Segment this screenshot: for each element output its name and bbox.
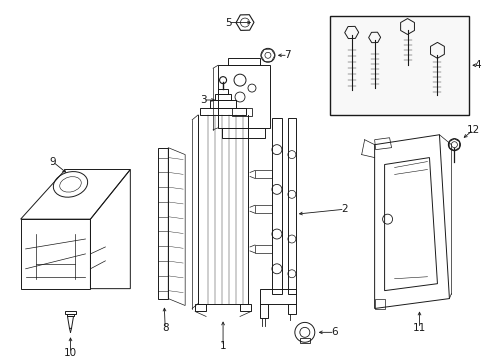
Text: 9: 9 [49,157,56,167]
Text: 12: 12 [466,125,479,135]
Text: 1: 1 [219,341,226,351]
Text: 4: 4 [473,60,480,70]
Text: 11: 11 [412,323,425,333]
Bar [329,15,468,115]
Text: 7: 7 [284,50,290,60]
Text: 10: 10 [64,348,77,358]
Text: 2: 2 [341,204,347,214]
Text: 3: 3 [200,95,206,105]
Text: 8: 8 [162,323,168,333]
Bar [232,108,251,116]
Text: 5: 5 [224,18,231,27]
Text: 6: 6 [331,327,337,337]
